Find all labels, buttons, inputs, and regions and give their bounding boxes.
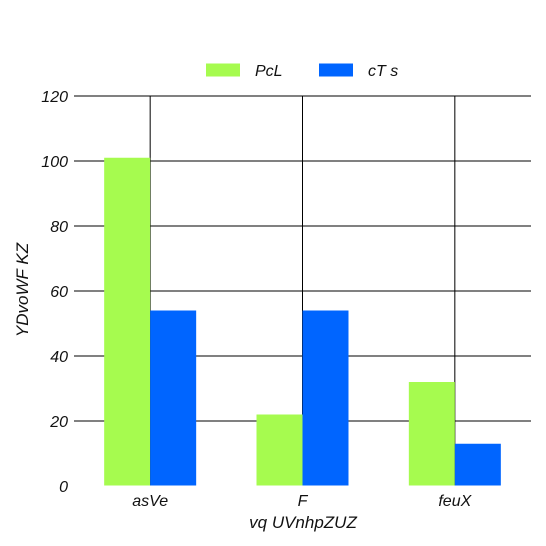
x-axis-title: vq UVnhpZUZ bbox=[249, 513, 357, 532]
x-tick-label: asVe bbox=[132, 493, 168, 510]
y-tick-label: 40 bbox=[50, 349, 68, 366]
legend: PcL cT s bbox=[206, 63, 398, 80]
bar-cT-s-F bbox=[302, 310, 349, 486]
bar-cT-s-feuX bbox=[454, 443, 501, 486]
bar-PcL-F bbox=[256, 414, 303, 486]
y-tick-label: 60 bbox=[50, 284, 68, 301]
legend-swatch bbox=[206, 63, 240, 77]
legend-label: cT s bbox=[368, 63, 398, 80]
legend-label: PcL bbox=[255, 63, 283, 80]
y-tick-label: 0 bbox=[59, 479, 68, 496]
y-tick-label: 20 bbox=[49, 414, 68, 431]
y-tick-label: 100 bbox=[41, 154, 68, 171]
bars bbox=[104, 157, 501, 486]
y-axis-title: YDvoWF KZ bbox=[13, 242, 32, 337]
bar-cT-s-asVe bbox=[150, 310, 197, 486]
y-tick-label: 120 bbox=[41, 89, 68, 106]
bar-PcL-feuX bbox=[408, 382, 455, 486]
legend-swatch bbox=[319, 63, 353, 77]
x-tick-label: feuX bbox=[438, 493, 472, 510]
x-tick-label: F bbox=[298, 493, 309, 510]
y-tick-label: 80 bbox=[50, 219, 68, 236]
bar-PcL-asVe bbox=[104, 157, 151, 486]
